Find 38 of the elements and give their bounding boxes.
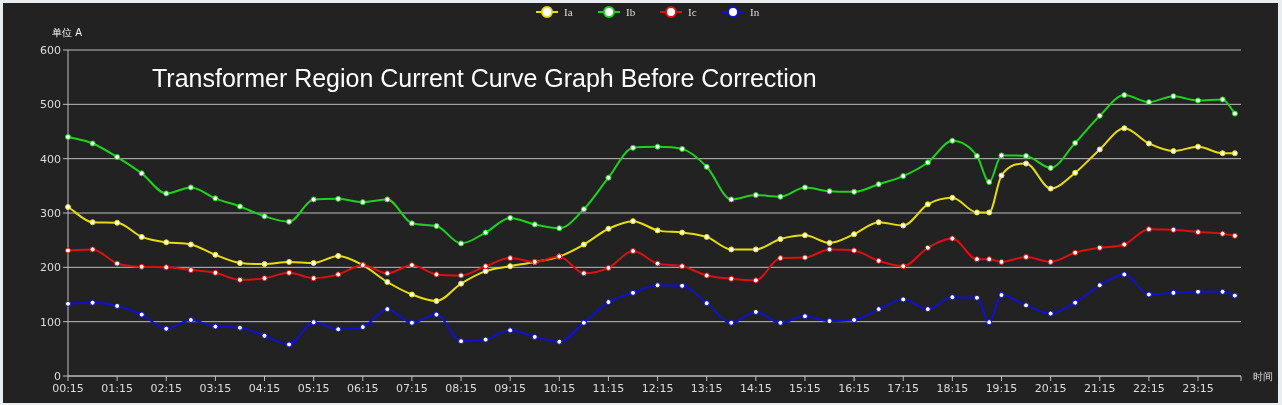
x-tick-label: 15:15: [789, 382, 821, 395]
x-tick-label: 06:15: [346, 382, 379, 395]
x-tick-label: 02:15: [150, 382, 183, 395]
x-tick-label: 04:15: [248, 382, 281, 395]
y-tick-label: 100: [40, 315, 61, 329]
legend-label: Ib: [626, 6, 636, 18]
x-tick-label: 00:15: [52, 382, 84, 395]
x-tick-label: 01:15: [101, 382, 133, 395]
x-tick-label: 17:15: [887, 382, 920, 395]
y-tick-label: 500: [40, 98, 61, 112]
x-tick-label: 14:15: [739, 382, 772, 395]
y-tick-label: 400: [40, 152, 61, 166]
y-tick-label: 600: [40, 44, 61, 57]
x-tick-label: 05:15: [297, 382, 330, 395]
x-tick-label: 18:15: [936, 382, 969, 395]
x-tick-label: 22:15: [1133, 382, 1165, 395]
x-tick-label: 19:15: [985, 382, 1018, 395]
x-tick-label: 08:15: [445, 382, 477, 395]
x-tick-label: 03:15: [199, 382, 232, 395]
x-tick-label: 20:15: [1034, 382, 1067, 395]
x-tick-label: 12:15: [641, 382, 674, 395]
x-axis-title: 时间: [1253, 371, 1273, 382]
y-axis-title: 单位 A: [52, 27, 83, 38]
x-tick-label: 10:15: [543, 382, 576, 395]
x-tick-label: 16:15: [838, 382, 870, 395]
legend-label: Ic: [688, 6, 697, 18]
x-tick-label: 07:15: [396, 382, 428, 395]
legend-label: In: [750, 6, 760, 18]
x-tick-label: 13:15: [690, 382, 723, 395]
legend-label: Ia: [564, 6, 573, 18]
text: Transformer Region Current Curve Graph Before Correction: [152, 64, 817, 92]
x-tick-label: 23:15: [1182, 382, 1214, 395]
y-tick-label: 200: [40, 261, 61, 275]
x-tick-label: 21:15: [1083, 382, 1116, 395]
x-tick-label: 11:15: [592, 382, 625, 395]
x-tick-label: 09:15: [494, 382, 527, 395]
y-tick-label: 300: [40, 207, 61, 220]
y-tick-label: 0: [54, 370, 61, 383]
